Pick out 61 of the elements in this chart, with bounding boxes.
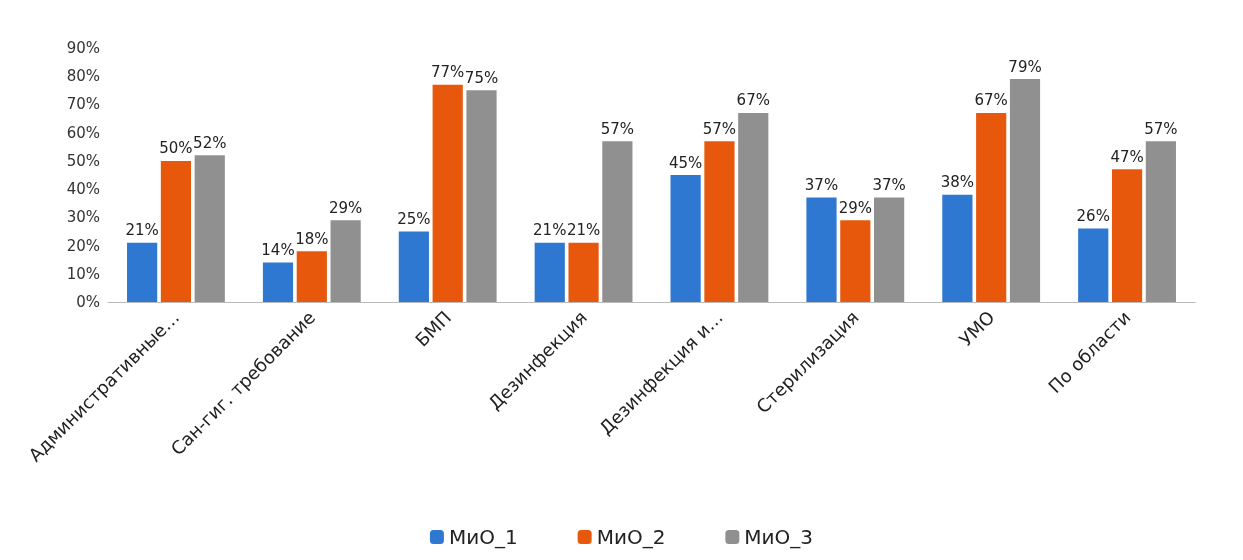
legend-label: МиО_2 xyxy=(596,525,666,549)
y-tick-label: 50% xyxy=(66,151,100,170)
bar xyxy=(738,112,769,302)
data-label: 37% xyxy=(872,176,906,195)
y-tick-label: 80% xyxy=(66,67,100,86)
bar xyxy=(670,175,701,302)
y-tick-label: 30% xyxy=(66,208,100,227)
bar xyxy=(127,242,158,302)
bar xyxy=(568,242,599,302)
data-label: 57% xyxy=(1144,119,1178,138)
data-label: 67% xyxy=(736,91,770,110)
y-tick-label: 70% xyxy=(66,95,100,114)
data-label: 47% xyxy=(1110,147,1144,166)
bar xyxy=(874,197,905,302)
bar xyxy=(976,112,1007,302)
legend-label: МиО_3 xyxy=(744,525,814,549)
data-label: 79% xyxy=(1008,57,1042,76)
data-label: 75% xyxy=(464,68,499,87)
bar xyxy=(704,141,735,302)
bar xyxy=(1111,169,1143,302)
bar xyxy=(466,90,497,302)
data-label: 21% xyxy=(125,221,159,240)
data-label: 45% xyxy=(668,153,703,172)
data-label: 77% xyxy=(431,63,465,82)
data-label: 29% xyxy=(838,198,872,217)
data-label: 57% xyxy=(600,119,635,138)
bar xyxy=(1078,228,1109,302)
bar xyxy=(432,84,463,302)
bar xyxy=(330,220,361,302)
data-label: 25% xyxy=(397,209,431,228)
data-label: 67% xyxy=(974,91,1008,110)
legend-label: МиО_1 xyxy=(448,525,518,549)
bar xyxy=(160,160,192,302)
bar xyxy=(840,220,871,302)
y-tick-label: 20% xyxy=(66,236,100,255)
data-label: 52% xyxy=(193,133,227,152)
data-label: 21% xyxy=(566,221,601,240)
y-tick-label: 40% xyxy=(66,180,100,199)
data-label: 29% xyxy=(328,198,363,217)
data-label: 18% xyxy=(295,229,329,248)
y-tick-label: 60% xyxy=(66,123,100,142)
bar xyxy=(398,231,429,302)
data-label: 37% xyxy=(804,176,839,195)
bar xyxy=(1145,141,1176,302)
bar xyxy=(194,155,225,302)
bar xyxy=(942,194,973,302)
data-label: 26% xyxy=(1076,207,1110,226)
y-tick-label: 90% xyxy=(66,39,100,57)
data-label: 50% xyxy=(159,139,193,158)
bar xyxy=(534,242,565,302)
data-label: 38% xyxy=(940,173,975,192)
data-label: 21% xyxy=(533,221,567,240)
y-tick-label: 10% xyxy=(66,264,100,283)
y-tick-label: 0% xyxy=(76,293,100,311)
bar xyxy=(296,251,327,302)
bar xyxy=(1009,79,1041,302)
data-label: 14% xyxy=(261,240,295,259)
bar xyxy=(262,262,294,302)
bar xyxy=(806,197,837,302)
data-label: 57% xyxy=(702,119,737,138)
bar xyxy=(602,141,633,302)
